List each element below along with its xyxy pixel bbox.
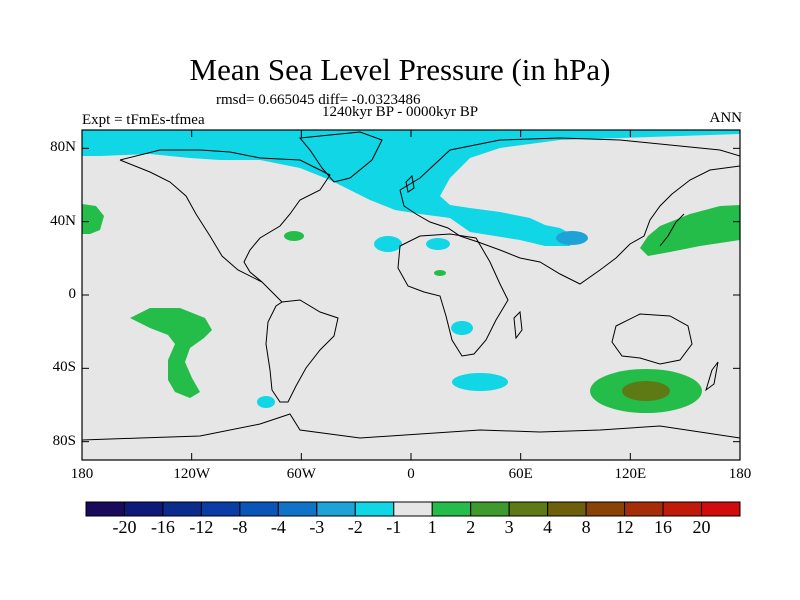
colorbar-swatch-1: [123, 501, 164, 517]
x-tick-label: 120E: [614, 466, 647, 482]
colorbar-label: -2: [347, 517, 363, 537]
colorbar-swatch-9: [431, 501, 472, 517]
colorbar-swatch-4: [239, 501, 279, 517]
japan-coast: [659, 213, 685, 247]
colorbar-label: 3: [504, 517, 514, 537]
arctic-negative-region: [82, 130, 740, 246]
africa-coast: [397, 233, 509, 357]
colorbar-swatch-3: [200, 501, 241, 517]
y-tick-label: 40N: [50, 212, 76, 229]
africa-negative-blob: [451, 321, 473, 335]
southern-indian-positive-core: [622, 381, 670, 401]
colorbar-label: -8: [232, 517, 248, 537]
colorbar-label: 12: [615, 517, 634, 537]
chart-title: Mean Sea Level Pressure (in hPa): [189, 52, 611, 87]
colorbar-label: 8: [581, 517, 591, 537]
y-tick-label: 0: [68, 286, 77, 302]
south-america-coast: [265, 299, 339, 403]
sahara-positive-blob: [434, 270, 446, 276]
south-america-negative-blob: [257, 396, 275, 408]
colorbar-label: -1: [386, 517, 402, 537]
colorbar-swatch-2: [162, 501, 202, 517]
north-america-coast: [119, 149, 331, 303]
colorbar-swatch-11: [508, 501, 549, 517]
anomaly-fields: [82, 130, 740, 413]
season-label: ANN: [709, 110, 743, 126]
colorbar-swatch-7: [354, 501, 395, 517]
x-tick-label: 180: [70, 466, 94, 482]
colorbar-label: -3: [309, 517, 325, 537]
y-tick-label: 80S: [52, 432, 76, 449]
eurasia-coast: [399, 137, 740, 285]
greenland-coast: [299, 131, 383, 183]
north-america-west-coast: [119, 159, 263, 283]
uk-coast: [405, 174, 415, 193]
antarctica-coast: [82, 413, 740, 441]
southern-atlantic-negative: [452, 373, 508, 391]
x-tick-label: 120W: [173, 466, 210, 482]
colorbar-swatch-6: [316, 501, 356, 517]
south-pacific-positive-region: [130, 308, 212, 398]
new-zealand-coast: [705, 361, 719, 392]
x-tick-label: 0: [407, 466, 415, 482]
north-pacific-positive-region: [640, 205, 740, 256]
colorbar-swatch-14: [624, 501, 664, 517]
colorbar-swatch-16: [701, 501, 741, 517]
dateline-positive-region: [82, 204, 104, 234]
madagascar-coast: [513, 310, 523, 340]
coastlines: [82, 131, 740, 441]
colorbar-label: 2: [466, 517, 476, 537]
colorbar-swatch-8: [393, 501, 433, 517]
experiment-label: Expt = tFmEs-tfmea: [82, 112, 205, 128]
colorbar-label: 1: [427, 517, 437, 537]
period-subtitle: 1240kyr BP - 0000kyr BP: [321, 104, 479, 120]
colorbar-label: -12: [189, 517, 214, 537]
central-asia-negative-core: [556, 231, 588, 245]
colorbar: [85, 501, 741, 517]
colorbar-swatch-12: [547, 501, 587, 517]
colorbar-label: -4: [270, 517, 286, 537]
y-tick-label: 40S: [52, 359, 76, 376]
colorbar-label: 16: [654, 517, 673, 537]
atlantic-negative-blob-1: [374, 236, 402, 252]
y-tick-label: 80N: [50, 139, 76, 156]
x-tick-label: 180: [728, 466, 752, 482]
colorbar-label: -20: [112, 517, 137, 537]
colorbar-swatch-5: [277, 501, 318, 517]
colorbar-label: 4: [543, 517, 553, 537]
x-tick-label: 60W: [286, 466, 316, 482]
atlantic-negative-blob-2: [426, 238, 450, 250]
colorbar-swatch-15: [662, 501, 703, 517]
north-america-positive-blob: [284, 231, 304, 241]
australia-coast: [611, 313, 693, 365]
colorbar-swatch-13: [585, 501, 626, 517]
colorbar-swatch-0: [85, 501, 125, 517]
x-tick-label: 60E: [508, 466, 533, 482]
colorbar-label: -16: [150, 517, 175, 537]
stats-subtitle: rmsd= 0.665045 diff= -0.0323486: [216, 92, 421, 108]
colorbar-label: 20: [692, 517, 711, 537]
colorbar-swatch-10: [470, 501, 510, 517]
